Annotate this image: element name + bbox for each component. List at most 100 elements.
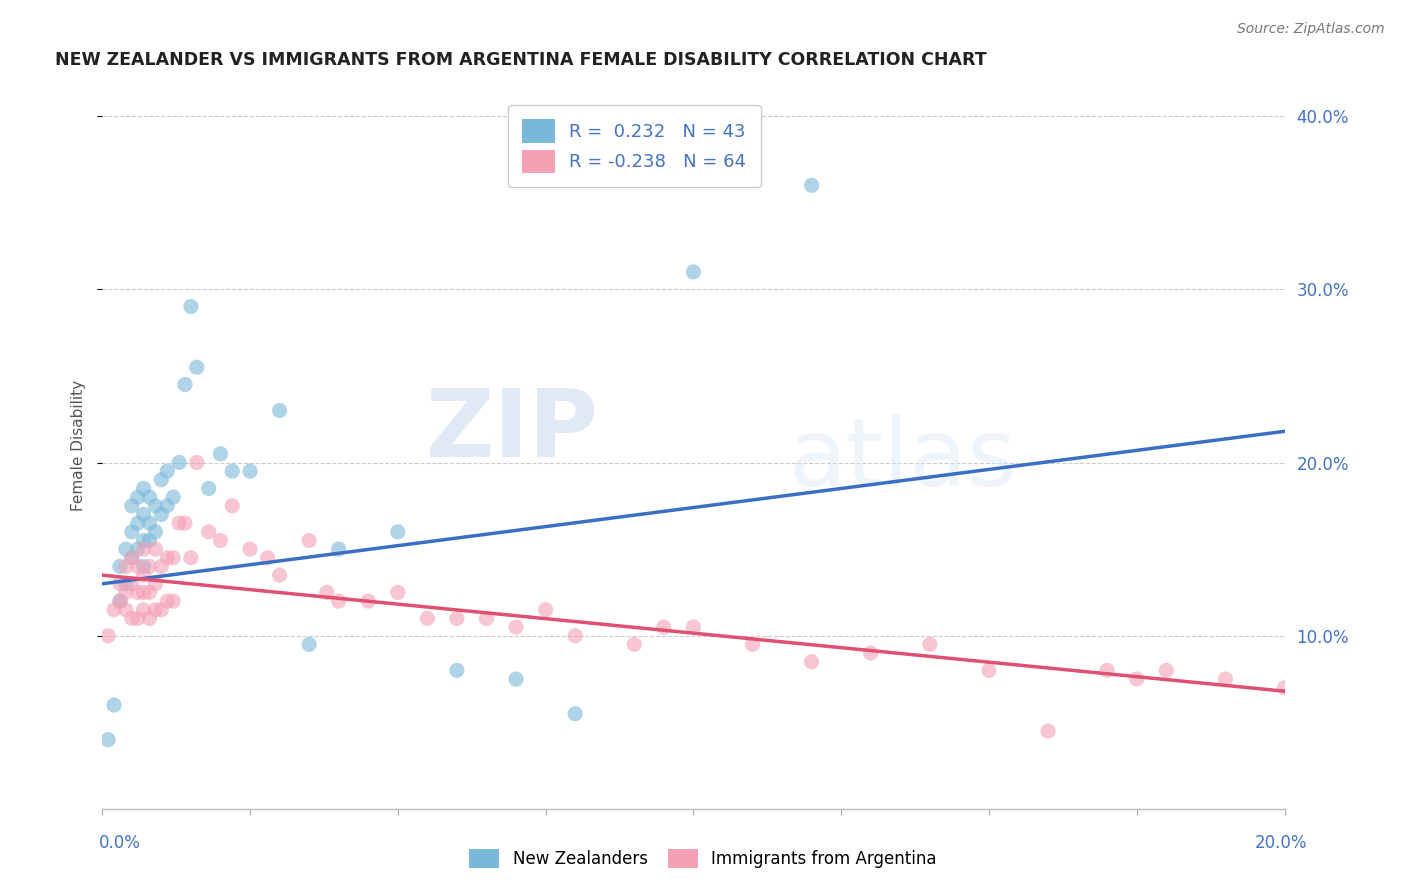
Point (446, 664, 468, 678)
Point (127, 490, 149, 504)
Point (1036, 724, 1059, 739)
Point (174, 516, 197, 530)
Point (127, 585, 149, 599)
Point (800, 655, 823, 669)
Point (505, 672, 527, 686)
Point (132, 482, 155, 496)
Point (132, 603, 155, 617)
Point (682, 620, 704, 634)
Point (132, 568, 155, 582)
Point (127, 516, 149, 530)
Point (121, 499, 143, 513)
Point (138, 490, 160, 504)
Point (446, 611, 468, 625)
Point (741, 637, 763, 651)
Point (108, 559, 131, 574)
Point (132, 585, 155, 599)
Text: NEW ZEALANDER VS IMMIGRANTS FROM ARGENTINA FEMALE DISABILITY CORRELATION CHART: NEW ZEALANDER VS IMMIGRANTS FROM ARGENTI… (55, 51, 987, 69)
Point (298, 533, 321, 548)
Legend: R =  0.232   N = 43, R = -0.238   N = 64: R = 0.232 N = 43, R = -0.238 N = 64 (508, 105, 761, 187)
Point (221, 464, 243, 478)
Text: atlas: atlas (787, 414, 1017, 506)
Point (174, 377, 197, 392)
Point (977, 664, 1000, 678)
Point (652, 620, 675, 634)
Point (132, 533, 155, 548)
Point (132, 542, 155, 557)
Legend: New Zealanders, Immigrants from Argentina: New Zealanders, Immigrants from Argentin… (463, 842, 943, 875)
Point (121, 524, 143, 539)
Point (197, 482, 219, 496)
Point (239, 542, 262, 557)
Point (387, 524, 409, 539)
Point (162, 490, 184, 504)
Point (132, 559, 155, 574)
Point (298, 637, 321, 651)
Point (180, 550, 202, 565)
Point (387, 585, 409, 599)
Point (623, 637, 645, 651)
Point (186, 455, 208, 469)
Point (150, 473, 173, 487)
Point (145, 603, 167, 617)
Y-axis label: Female Disability: Female Disability (72, 380, 86, 511)
Point (221, 499, 243, 513)
Text: 20.0%: 20.0% (1256, 834, 1308, 852)
Point (108, 576, 131, 591)
Point (115, 559, 138, 574)
Point (256, 550, 278, 565)
Point (115, 585, 138, 599)
Point (269, 403, 291, 417)
Point (150, 603, 173, 617)
Point (150, 508, 173, 522)
Point (145, 576, 167, 591)
Point (121, 550, 143, 565)
Point (328, 594, 350, 608)
Text: ZIP: ZIP (426, 384, 599, 476)
Point (1156, 664, 1178, 678)
Point (357, 594, 380, 608)
Point (145, 524, 167, 539)
Point (156, 499, 179, 513)
Point (475, 611, 498, 625)
Point (162, 550, 184, 565)
Point (138, 559, 160, 574)
Point (103, 603, 125, 617)
Point (103, 698, 125, 712)
Point (108, 594, 131, 608)
Point (1215, 672, 1237, 686)
Point (115, 576, 138, 591)
Point (156, 464, 179, 478)
Point (121, 550, 143, 565)
Point (156, 594, 179, 608)
Point (162, 594, 184, 608)
Point (1125, 672, 1147, 686)
Point (416, 611, 439, 625)
Point (145, 499, 167, 513)
Point (269, 568, 291, 582)
Point (1095, 664, 1118, 678)
Point (127, 542, 149, 557)
Point (859, 646, 882, 660)
Point (138, 585, 160, 599)
Point (150, 559, 173, 574)
Point (97, 732, 120, 747)
Point (121, 576, 143, 591)
Point (209, 533, 232, 548)
Point (108, 594, 131, 608)
Point (918, 637, 941, 651)
Point (505, 620, 527, 634)
Point (682, 265, 704, 279)
Point (138, 611, 160, 625)
Point (328, 542, 350, 557)
Point (315, 585, 337, 599)
Point (209, 447, 232, 461)
Point (97, 629, 120, 643)
Point (138, 533, 160, 548)
Point (534, 603, 557, 617)
Point (156, 550, 179, 565)
Point (167, 516, 190, 530)
Point (138, 516, 160, 530)
Point (127, 559, 149, 574)
Point (239, 464, 262, 478)
